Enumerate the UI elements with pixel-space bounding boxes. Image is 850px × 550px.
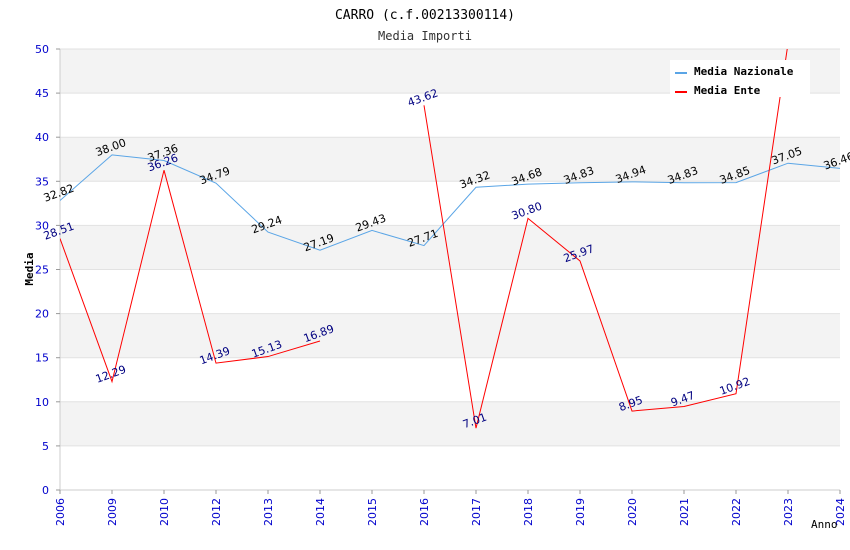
grid-band [60,269,840,314]
x-tick-label: 2016 [418,498,431,526]
x-tick-label: 2019 [574,498,587,526]
x-tick-label: 2021 [678,498,691,526]
y-tick-label: 30 [35,219,49,232]
y-tick-label: 50 [35,43,49,56]
series-line-ente [60,170,321,384]
x-tick-label: 2022 [730,498,743,526]
grid-band [60,137,840,182]
legend-label-nazionale: Media Nazionale [694,65,794,78]
chart-title: CARRO (c.f.00213300114) [335,8,515,23]
y-tick-label: 25 [35,264,49,277]
series-layer [60,49,840,429]
x-tick-label: 2013 [262,498,275,526]
grid-band [60,357,840,402]
x-tick-label: 2009 [106,498,119,526]
y-tick-label: 0 [42,484,49,497]
y-tick-label: 40 [35,131,49,144]
x-tick-label: 2006 [54,498,67,526]
axes: 0 5 10 15 20 25 30 35 40 45 50 2006 2009 2010 2012 2013… [35,43,847,526]
series-line-nazionale [60,154,840,251]
legend-label-ente: Media Ente [694,84,761,97]
y-tick-label: 45 [35,87,49,100]
y-tick-label: 20 [35,308,49,321]
x-tick-label: 2012 [210,498,223,526]
series-line-ente [423,49,788,429]
x-axis-title: Anno [811,518,838,531]
x-tick-label: 2010 [158,498,171,526]
y-axis-title: Media [23,252,36,285]
legend: Media Nazionale Media Ente [670,60,810,97]
legend-box [670,60,810,97]
x-tick-label: 2015 [366,498,379,526]
y-tick-label: 35 [35,175,49,188]
grid-bands [60,48,840,491]
x-tick-label: 2020 [626,498,639,526]
y-tick-label: 10 [35,396,49,409]
x-tick-label: 2023 [782,498,795,526]
chart-subtitle: Media Importi [378,29,472,43]
y-tick-label: 5 [42,440,49,453]
grid-band [60,401,840,446]
x-tick-label: 2024 [834,498,847,526]
grid-band [60,181,840,226]
grid-band [60,93,840,138]
x-tick-label: 2017 [470,498,483,526]
grid-band [60,313,840,358]
x-tick-label: 2018 [522,498,535,526]
y-tick-label: 15 [35,352,49,365]
grid-band [60,445,840,490]
grid-band [60,225,840,270]
x-tick-label: 2014 [314,498,327,526]
